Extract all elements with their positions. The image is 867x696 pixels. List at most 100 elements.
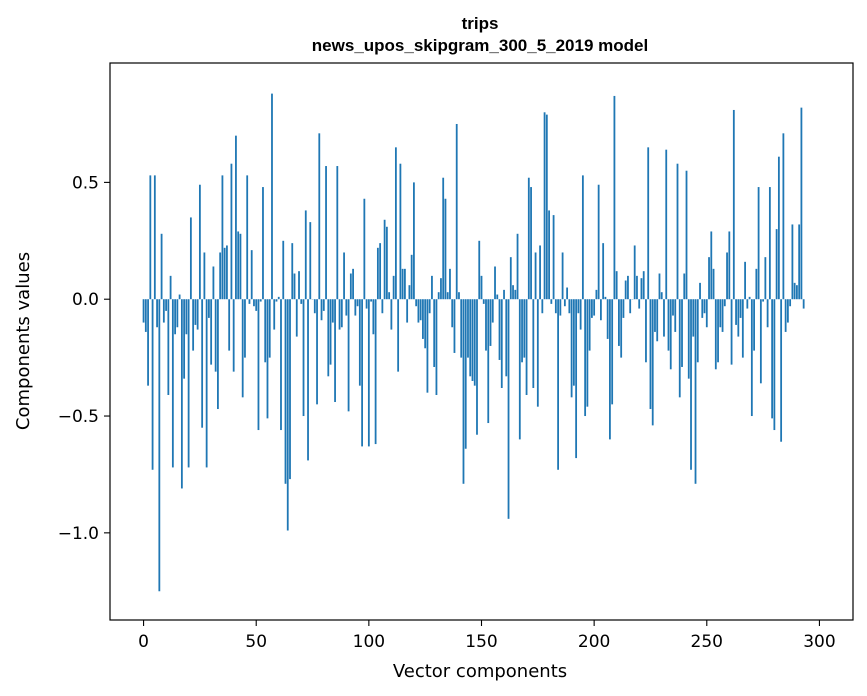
bar-131: [437, 292, 440, 300]
bar-291: [798, 224, 801, 300]
bar-134: [444, 198, 447, 300]
bar-133: [442, 177, 445, 300]
bar-22: [192, 299, 195, 351]
bar-82: [327, 299, 330, 377]
bar-121: [415, 299, 418, 307]
bar-2: [147, 299, 149, 386]
bar-31: [212, 266, 215, 300]
y-tick-label: 0.5: [72, 173, 99, 193]
bar-24: [196, 299, 199, 330]
bar-276: [764, 257, 767, 300]
bar-91: [347, 299, 350, 412]
bar-156: [494, 266, 496, 300]
bar-124: [422, 299, 424, 339]
bar-157: [496, 294, 499, 300]
bar-113: [397, 299, 400, 372]
bar-185: [559, 299, 562, 316]
bar-269: [748, 296, 751, 300]
bar-23: [194, 299, 197, 325]
bar-59: [275, 299, 278, 302]
bar-198: [588, 299, 591, 351]
bar-238: [678, 299, 681, 398]
bar-167: [518, 299, 521, 440]
bar-152: [485, 299, 487, 351]
bar-211: [618, 299, 620, 346]
bar-56: [268, 299, 271, 358]
axes-group: 0 50 100 150 200 250 300 0.5 0.0 −0.5 −1.0: [58, 62, 854, 652]
bar-144: [467, 299, 469, 358]
bar-246: [696, 299, 699, 363]
bar-166: [516, 233, 519, 300]
bar-181: [550, 299, 553, 304]
bar-209: [613, 95, 616, 300]
bar-206: [606, 299, 609, 339]
bar-136: [449, 268, 451, 300]
bar-70: [300, 299, 303, 304]
bar-239: [681, 299, 683, 367]
bar-259: [726, 252, 728, 300]
bar-226: [651, 299, 654, 426]
bar-175: [536, 299, 539, 407]
x-tick-label: 50: [245, 632, 267, 652]
bar-245: [694, 299, 697, 484]
bar-38: [228, 299, 231, 351]
bar-244: [692, 299, 695, 337]
bar-54: [264, 299, 267, 363]
bar-219: [636, 275, 638, 300]
bar-232: [665, 149, 668, 300]
bar-264: [737, 299, 740, 337]
bar-3: [149, 175, 152, 300]
bar-148: [476, 299, 478, 435]
bar-249: [703, 299, 706, 314]
bar-80: [322, 299, 325, 311]
bar-4: [151, 299, 154, 470]
bar-252: [710, 231, 713, 300]
bar-142: [462, 299, 465, 484]
x-tick-label: 100: [353, 632, 385, 652]
bar-92: [349, 273, 352, 300]
bar-17: [180, 299, 183, 489]
bar-60: [277, 296, 280, 300]
bar-243: [690, 299, 692, 470]
bar-242: [687, 299, 690, 379]
bar-241: [685, 170, 688, 300]
bar-247: [699, 282, 701, 300]
bar-87: [338, 299, 341, 330]
bar-240: [683, 273, 686, 300]
bar-88: [340, 299, 343, 328]
bar-257: [721, 299, 724, 332]
bar-13: [171, 299, 174, 468]
x-tick-label: 250: [691, 632, 723, 652]
bar-151: [482, 299, 485, 304]
bar-281: [775, 229, 778, 300]
plot-frame: [109, 62, 854, 621]
bar-37: [226, 245, 228, 300]
bar-266: [741, 299, 744, 358]
bar-224: [647, 147, 650, 300]
bar-184: [557, 299, 559, 470]
y-tick-label: −1.0: [58, 524, 99, 544]
bar-275: [762, 299, 765, 302]
bar-21: [189, 217, 192, 300]
x-tick-label: 0: [138, 632, 149, 652]
bar-213: [622, 299, 625, 318]
bar-171: [527, 177, 530, 300]
bar-119: [410, 254, 413, 300]
bar-197: [586, 299, 589, 407]
bar-43: [239, 233, 242, 300]
bar-84: [331, 299, 334, 323]
bar-191: [572, 299, 575, 386]
bar-35: [221, 175, 224, 300]
bar-195: [581, 175, 584, 300]
bar-86: [336, 166, 339, 300]
bar-169: [523, 299, 526, 358]
bar-33: [217, 299, 219, 410]
bar-61: [280, 299, 282, 431]
bar-192: [575, 299, 578, 459]
bar-32: [214, 299, 217, 372]
bar-18: [183, 299, 186, 379]
bar-221: [640, 278, 643, 300]
bar-208: [611, 299, 614, 405]
bar-285: [784, 299, 787, 332]
